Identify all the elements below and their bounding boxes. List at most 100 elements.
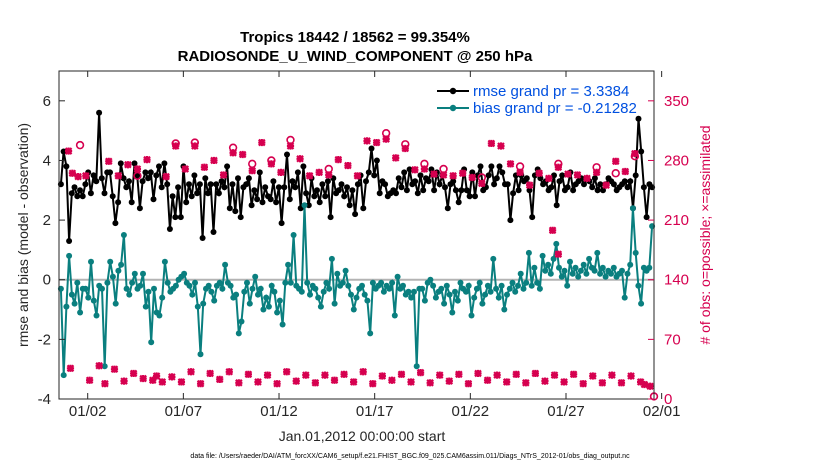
bias-point — [432, 294, 439, 301]
obs-assimilated-marker — [273, 379, 281, 388]
obs-assimilated-marker — [68, 169, 77, 178]
bias-point — [520, 285, 527, 292]
rmse-point — [63, 163, 70, 170]
x-axis-ticks: 01/02 01/07 01/12 01/17 01/22 01/27 02/01 — [69, 71, 680, 420]
obs-assimilated-marker — [292, 377, 301, 385]
obs-assimilated-marker — [158, 378, 167, 386]
rmse-point — [581, 181, 587, 188]
rmse-point — [640, 184, 647, 191]
obs-assimilated-marker — [321, 371, 329, 379]
bias-point — [331, 300, 338, 307]
obs-assimilated-marker — [621, 167, 630, 176]
y2-tick-label: 0 — [664, 391, 672, 408]
bias-point — [334, 270, 341, 277]
rmse-point — [338, 181, 345, 188]
rmse-point — [248, 202, 255, 209]
y2-tick-label: 210 — [664, 212, 689, 229]
data-file-footnote: data file: /Users/raeder/DAI/ATM_forcXX/… — [190, 453, 630, 460]
bias-point — [389, 279, 396, 286]
bias-point — [148, 339, 155, 346]
obs-assimilated-marker — [468, 173, 477, 182]
bias-point — [265, 303, 272, 310]
obs-assimilated-marker — [244, 370, 253, 379]
rmse-point — [289, 178, 296, 185]
bias-point — [400, 282, 406, 289]
bias-point — [348, 291, 354, 298]
bias-point — [142, 303, 149, 310]
rmse-point — [205, 190, 211, 197]
y-tick-label: 0 — [43, 272, 51, 289]
obs-assimilated-marker — [196, 379, 205, 388]
obs-assimilated-marker — [372, 138, 381, 147]
bias-point — [495, 294, 502, 301]
obs-possible-marker — [439, 164, 448, 174]
rmse-point — [156, 163, 162, 170]
obs-assimilated-marker — [512, 370, 521, 379]
rmse-point — [594, 187, 601, 194]
rmse-point — [112, 220, 119, 227]
bias-point — [317, 303, 324, 310]
rmse-point — [444, 205, 451, 212]
obs-assimilated-marker — [219, 171, 228, 179]
obs-assimilated-marker — [378, 372, 387, 380]
rmse-point — [436, 181, 443, 188]
rmse-point — [82, 181, 89, 188]
obs-assimilated-marker — [200, 163, 209, 172]
obs-assimilated-marker — [124, 160, 132, 169]
obs-assimilated-marker — [235, 379, 243, 387]
rmse-point — [570, 187, 577, 194]
obs-assimilated-marker — [435, 371, 444, 379]
bias-point — [145, 288, 152, 295]
rmse-point — [551, 172, 557, 179]
rmse-point — [529, 214, 536, 221]
bias-point — [71, 300, 78, 307]
obs-assimilated-marker — [487, 139, 496, 148]
bias-point — [274, 309, 281, 316]
bias-point — [161, 258, 168, 265]
rmse-point — [559, 172, 566, 179]
obs-possible-marker — [477, 173, 487, 182]
bias-point — [208, 288, 215, 295]
legend-bias-marker — [449, 104, 457, 112]
bias-point — [216, 279, 223, 286]
bias-point — [104, 279, 111, 286]
rmse-point — [395, 175, 402, 182]
obs-assimilated-marker — [139, 374, 147, 383]
bias-point — [222, 261, 229, 268]
bias-point — [364, 297, 371, 304]
rmse-point — [311, 193, 318, 200]
obs-assimilated-marker — [210, 156, 218, 165]
bias-point — [473, 285, 480, 292]
rmse-point — [352, 211, 359, 218]
bias-point — [556, 264, 562, 271]
rmse-point — [414, 190, 421, 197]
obs-assimilated-marker — [430, 170, 438, 178]
bias-point — [279, 321, 286, 328]
rmse-point — [123, 184, 130, 191]
bias-point — [624, 270, 631, 277]
obs-assimilated-marker — [74, 172, 82, 181]
bias-point — [408, 294, 415, 301]
bias-point — [531, 264, 538, 271]
obs-possible-marker — [171, 139, 180, 148]
bias-point — [621, 294, 628, 301]
obs-assimilated-marker — [426, 379, 434, 387]
rmse-point — [275, 184, 282, 191]
bias-point — [249, 285, 256, 292]
bias-point — [577, 267, 584, 274]
rmse-point — [96, 109, 103, 116]
bias-point — [638, 300, 645, 307]
rmse-point — [142, 169, 149, 176]
rmse-point — [183, 199, 190, 206]
obs-assimilated-marker — [229, 149, 237, 157]
obs-assimilated-marker — [120, 377, 128, 385]
obs-assimilated-marker — [445, 377, 454, 385]
bias-point — [430, 282, 437, 289]
bias-point — [205, 282, 212, 289]
obs-possible-marker — [75, 140, 85, 150]
rmse-point — [150, 196, 157, 203]
obs-assimilated-marker — [550, 371, 559, 379]
rmse-point — [346, 202, 353, 209]
bias-point — [452, 288, 458, 295]
bias-point — [610, 264, 617, 271]
